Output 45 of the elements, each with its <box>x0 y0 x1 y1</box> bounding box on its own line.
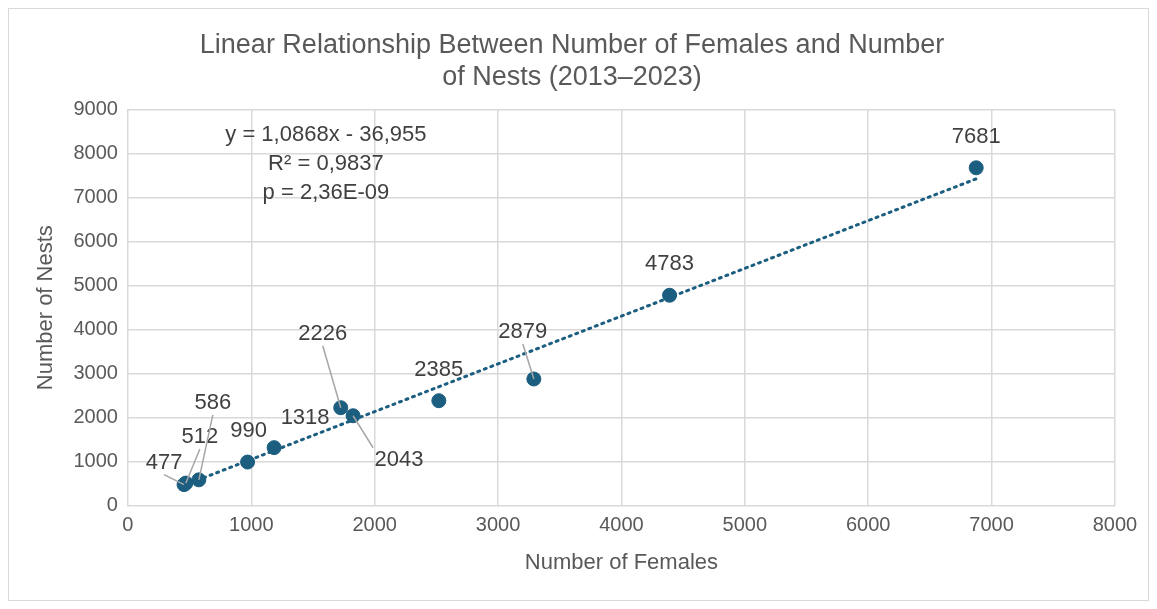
point <box>431 393 447 409</box>
x-tick-label: 2000 <box>352 513 397 536</box>
point <box>266 440 282 456</box>
chart-title: Linear Relationship Between Number of Females and Number of Nests (2013–2023) <box>199 28 945 92</box>
x-tick-label: 0 <box>122 513 134 536</box>
data-label: 512 <box>181 423 219 449</box>
y-tick-label: 1000 <box>73 449 118 472</box>
data-label: 1318 <box>280 403 330 429</box>
data-label: 990 <box>230 417 267 443</box>
y-tick-label: 2000 <box>73 405 118 428</box>
annotation: p = 2,36E-09 <box>262 178 390 204</box>
point <box>191 472 207 488</box>
data-label: 586 <box>194 388 232 414</box>
data-label: 477 <box>145 448 183 474</box>
annotation: R² = 0,9837 <box>268 149 384 175</box>
point <box>240 454 256 470</box>
y-tick-label: 3000 <box>73 361 118 384</box>
y-tick-label: 9000 <box>73 97 118 120</box>
y-axis-title: Number of Nests <box>32 225 58 391</box>
data-label: 7681 <box>951 122 1001 148</box>
y-tick-label: 7000 <box>73 185 118 208</box>
x-axis-title: Number of Females <box>524 548 719 574</box>
x-tick-label: 3000 <box>475 513 521 536</box>
x-tick-label: 1000 <box>229 513 274 536</box>
x-tick-label: 7000 <box>969 513 1014 536</box>
point <box>526 371 542 387</box>
x-tick-label: 8000 <box>1092 513 1138 536</box>
data-label: 2879 <box>498 318 548 344</box>
data-label: 2226 <box>298 319 348 345</box>
y-tick-label: 6000 <box>73 229 118 252</box>
point <box>662 287 678 303</box>
data-label: 2385 <box>414 355 464 381</box>
y-tick-label: 8000 <box>73 141 118 164</box>
y-tick-label: 0 <box>106 493 118 516</box>
y-tick-label: 4000 <box>73 317 118 340</box>
x-tick-label: 5000 <box>722 513 768 536</box>
point <box>345 408 361 424</box>
y-tick-label: 5000 <box>73 273 118 296</box>
data-label: 2043 <box>374 445 424 471</box>
point <box>333 400 349 416</box>
data-label: 4783 <box>645 250 695 276</box>
annotation: y = 1,0868x - 36,955 <box>225 120 427 146</box>
x-tick-label: 4000 <box>599 513 644 536</box>
point <box>968 160 984 176</box>
x-tick-label: 6000 <box>845 513 891 536</box>
